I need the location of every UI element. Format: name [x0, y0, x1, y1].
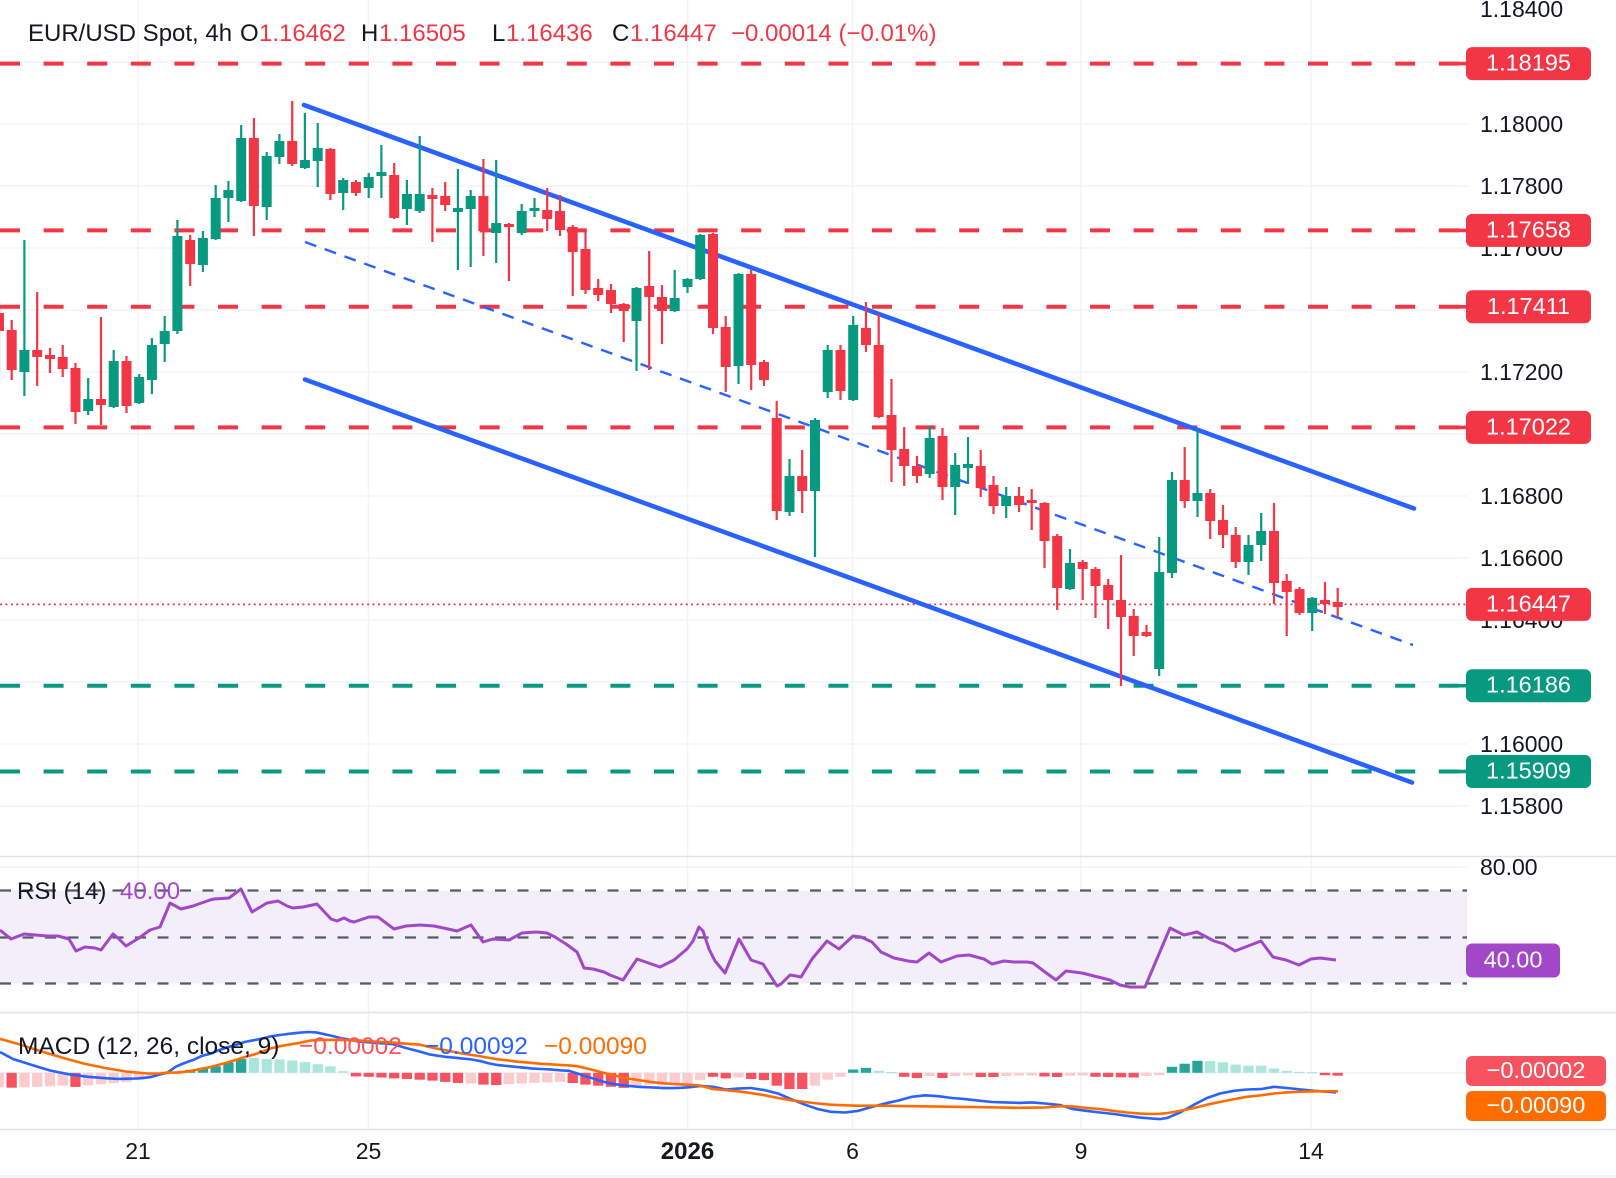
svg-text:6: 6	[846, 1138, 859, 1164]
svg-text:−0.00002: −0.00002	[1487, 1057, 1586, 1083]
svg-text:40.00: 40.00	[1484, 947, 1543, 973]
svg-text:1.16447: 1.16447	[1486, 590, 1571, 616]
svg-text:1.18400: 1.18400	[1480, 0, 1563, 22]
svg-text:1.16000: 1.16000	[1480, 731, 1563, 757]
svg-text:1.16186: 1.16186	[1486, 672, 1571, 698]
svg-text:1.15909: 1.15909	[1486, 758, 1571, 784]
svg-text:1.17200: 1.17200	[1480, 359, 1563, 385]
svg-text:2026: 2026	[661, 1138, 714, 1165]
svg-text:9: 9	[1075, 1138, 1088, 1164]
svg-text:MACD (12, 26, close, 9) −0.000: MACD (12, 26, close, 9) −0.00002 −0.00092…	[18, 1033, 647, 1060]
svg-text:RSI (14) 40.00: RSI (14) 40.00	[17, 878, 180, 905]
svg-text:−0.00090: −0.00090	[1487, 1092, 1586, 1118]
svg-text:1.17658: 1.17658	[1486, 216, 1571, 242]
svg-text:1.18000: 1.18000	[1480, 111, 1563, 137]
svg-text:1.17022: 1.17022	[1486, 413, 1571, 439]
svg-text:1.18195: 1.18195	[1486, 50, 1571, 76]
svg-text:1.17800: 1.17800	[1480, 173, 1563, 199]
svg-text:1.16600: 1.16600	[1480, 545, 1563, 571]
svg-text:1.15800: 1.15800	[1480, 793, 1563, 819]
svg-text:1.17411: 1.17411	[1487, 293, 1570, 319]
svg-text:21: 21	[125, 1138, 151, 1164]
svg-text:25: 25	[356, 1138, 382, 1164]
svg-text:80.00: 80.00	[1480, 854, 1538, 880]
svg-text:14: 14	[1298, 1138, 1324, 1164]
svg-text:1.16800: 1.16800	[1480, 483, 1563, 509]
